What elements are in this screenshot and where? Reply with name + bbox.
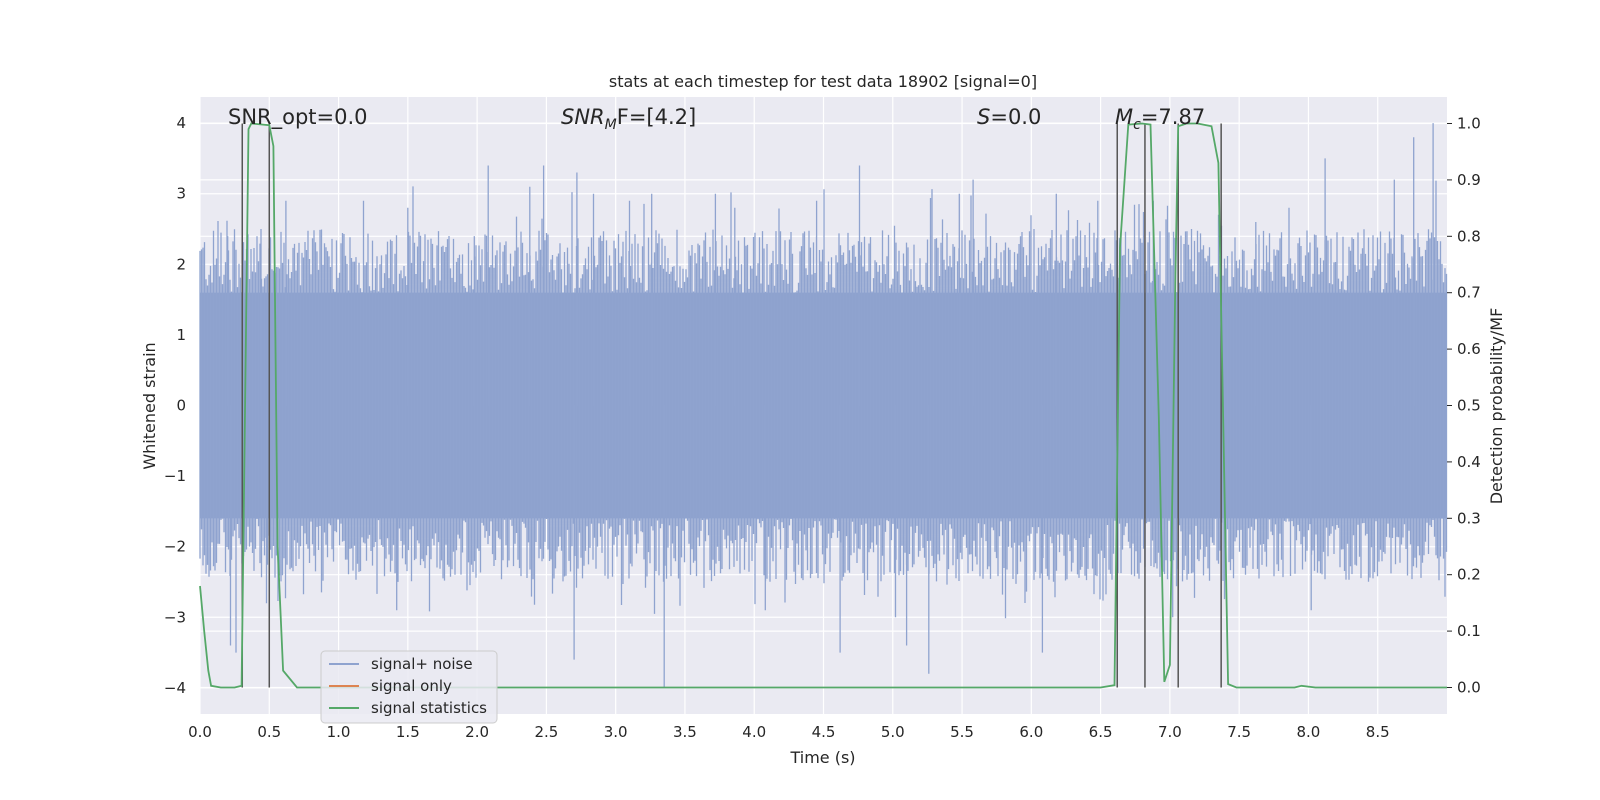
x-tick-label: 3.0 [604,723,628,741]
snr-mf-subscript: M [605,117,617,133]
x-axis-title: Time (s) [789,748,855,767]
x-tick-label: 2.0 [465,723,489,741]
legend: signal+ noise signal only signal statist… [320,650,498,724]
snr-mf-value: F=[4.2] [617,105,696,129]
x-tick-label: 2.5 [534,723,558,741]
x-tick-label: 8.5 [1366,723,1390,741]
left-y-tick-label: −2 [164,538,186,556]
left-y-axis-title: Whitened strain [140,342,159,469]
x-tick-label: 5.0 [881,723,905,741]
legend-label-signal-only: signal only [371,677,452,695]
legend-label-signal-noise: signal+ noise [371,655,473,673]
x-tick-label: 4.5 [812,723,836,741]
right-y-tick-label: 0.2 [1457,566,1481,584]
signal-noise-series [199,123,1448,688]
legend-label-signal-statistics: signal statistics [371,699,487,717]
left-y-axis-ticks: 4 3 2 1 0 −1 −2 −3 −4 [164,114,186,697]
x-tick-label: 7.5 [1227,723,1251,741]
snr-mf-base: SNR [561,105,605,129]
s-annotation: S=0.0 [977,105,1041,129]
x-tick-label: 5.5 [950,723,974,741]
x-tick-label: 1.5 [396,723,420,741]
x-tick-label: 6.5 [1089,723,1113,741]
x-tick-label: 3.5 [673,723,697,741]
mc-value: =7.87 [1141,105,1205,129]
chart-title: stats at each timestep for test data 189… [609,72,1037,91]
right-y-tick-label: 0.5 [1457,397,1481,415]
s-value: =0.0 [990,105,1041,129]
x-tick-label: 8.0 [1297,723,1321,741]
x-tick-label: 1.0 [327,723,351,741]
right-y-tick-label: 0.7 [1457,284,1481,302]
right-y-tick-label: 0.1 [1457,622,1481,640]
noise-trace [199,123,1448,688]
signal-statistics-line [199,122,1447,689]
left-y-tick-label: 1 [176,326,186,344]
right-y-axis-ticks: 1.0 0.9 0.8 0.7 0.6 0.5 0.4 0.3 0.2 0.1 0.0 [1447,115,1481,696]
mc-base: M [1115,105,1133,129]
x-axis-ticks: 0.0 0.5 1.0 1.5 2.0 2.5 3.0 3.5 4.0 4.5 5.0 5.5 6.0 6… [188,723,1390,741]
snr-mf-annotation: SNRMF=[4.2] [561,105,696,133]
left-y-tick-label: 4 [176,114,186,132]
x-tick-label: 7.0 [1158,723,1182,741]
right-y-tick-label: 0.8 [1457,227,1481,245]
left-y-tick-label: 3 [176,185,186,203]
mc-annotation: Mc=7.87 [1115,105,1205,133]
x-tick-label: 4.0 [742,723,766,741]
left-y-tick-label: 2 [176,255,186,273]
right-y-axis-title: Detection probability/MF [1487,308,1506,505]
x-tick-label: 6.0 [1019,723,1043,741]
right-y-tick-label: 0.0 [1457,678,1481,696]
right-y-tick-label: 0.3 [1457,509,1481,527]
right-y-tick-label: 0.9 [1457,171,1481,189]
x-tick-label: 0.5 [257,723,281,741]
right-y-tick-label: 0.4 [1457,453,1481,471]
right-y-tick-label: 0.6 [1457,340,1481,358]
mc-subscript: c [1133,117,1141,133]
left-y-tick-label: −4 [164,679,186,697]
x-tick-label: 0.0 [188,723,212,741]
legend-box [320,650,498,724]
left-y-tick-label: −3 [164,608,186,626]
left-y-tick-label: 0 [176,397,186,415]
right-y-tick-label: 1.0 [1457,115,1481,133]
snr-opt-annotation: SNR_opt=0.0 [228,105,368,130]
left-y-tick-label: −1 [164,467,186,485]
s-base: S [977,105,990,129]
